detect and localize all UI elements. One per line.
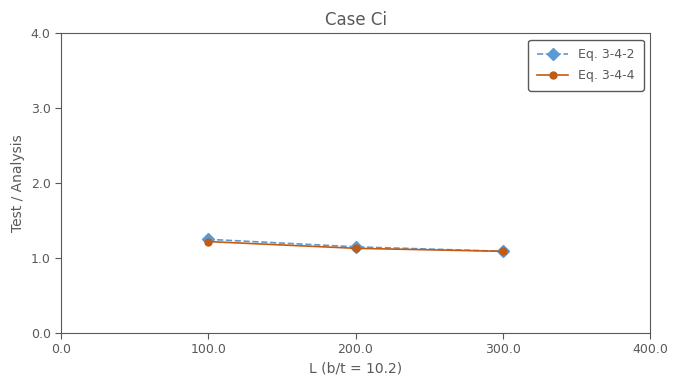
Legend: Eq. 3-4-2, Eq. 3-4-4: Eq. 3-4-2, Eq. 3-4-4 [528, 40, 644, 91]
Line: Eq. 3-4-4: Eq. 3-4-4 [205, 238, 507, 255]
Title: Case Ci: Case Ci [325, 11, 386, 29]
Eq. 3-4-2 [352, 245, 360, 249]
Eq. 3-4-4 [352, 246, 360, 251]
Eq. 3-4-2 [204, 237, 213, 241]
X-axis label: L (b/t = 10.2): L (b/t = 10.2) [309, 362, 402, 376]
Line: Eq. 3-4-2: Eq. 3-4-2 [204, 235, 507, 255]
Eq. 3-4-4 [204, 239, 213, 244]
Eq. 3-4-2 [498, 249, 507, 253]
Eq. 3-4-4 [498, 249, 507, 253]
Y-axis label: Test / Analysis: Test / Analysis [11, 134, 25, 232]
